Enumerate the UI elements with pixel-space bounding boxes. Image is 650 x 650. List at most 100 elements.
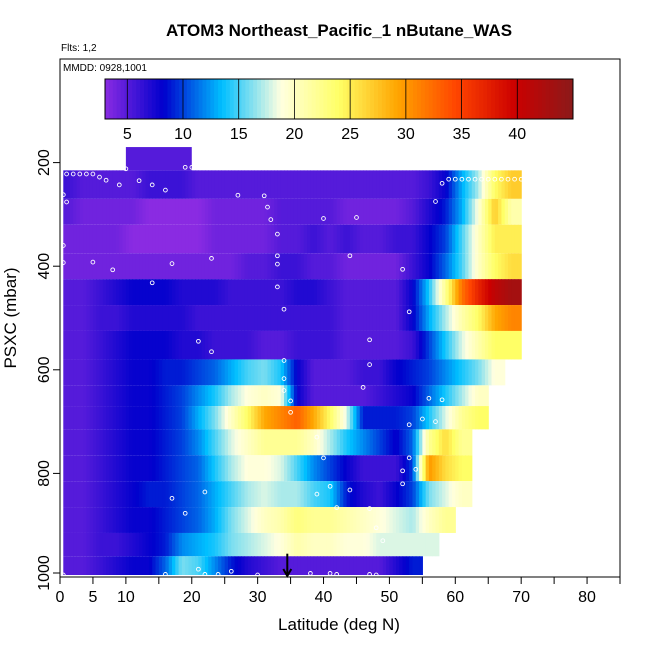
heatmap-cell xyxy=(428,253,433,280)
observation-point xyxy=(413,466,419,472)
heatmap-cell xyxy=(201,253,206,280)
heatmap-cell xyxy=(448,198,453,225)
heatmap-cell xyxy=(455,305,460,331)
heatmap-cell xyxy=(396,406,400,430)
heatmap-cell xyxy=(181,198,186,225)
heatmap-cell xyxy=(109,279,114,306)
heatmap-cell xyxy=(218,253,223,280)
heatmap-cell xyxy=(109,406,114,430)
heatmap-cell xyxy=(251,253,255,280)
heatmap-cell xyxy=(175,455,180,482)
heatmap-cell xyxy=(241,385,246,407)
heatmap-cell xyxy=(165,305,170,331)
heatmap-cell xyxy=(471,385,476,407)
heatmap-cell xyxy=(284,253,288,280)
heatmap-cell xyxy=(438,406,443,430)
heatmap-cell xyxy=(356,406,361,430)
heatmap-cell xyxy=(343,170,348,199)
colorbar-segment xyxy=(374,79,379,119)
colorbar-segment xyxy=(147,79,153,119)
heatmap-cell xyxy=(316,385,321,407)
heatmap-cell xyxy=(277,406,282,430)
heatmap-cell xyxy=(340,532,344,557)
heatmap-cell xyxy=(382,253,387,280)
heatmap-cell xyxy=(228,455,232,482)
heatmap-cell xyxy=(112,429,117,456)
heatmap-cell xyxy=(379,385,384,407)
heatmap-cell xyxy=(415,385,420,407)
heatmap-cell xyxy=(106,170,111,199)
heatmap-cell xyxy=(270,170,275,199)
heatmap-cell xyxy=(468,429,473,456)
heatmap-cell xyxy=(116,253,120,280)
heatmap-cell xyxy=(76,556,81,575)
heatmap-cell xyxy=(448,481,453,508)
heatmap-cell xyxy=(445,198,450,225)
heatmap-cell xyxy=(494,170,499,199)
heatmap-cell xyxy=(419,224,423,254)
heatmap-cell xyxy=(125,556,130,575)
heatmap-cell xyxy=(465,305,470,331)
heatmap-cell xyxy=(267,224,272,254)
observation-point xyxy=(466,176,471,182)
colorbar-segment xyxy=(346,79,352,119)
heatmap-cell xyxy=(191,455,196,482)
heatmap-cell xyxy=(517,198,522,225)
observation-point xyxy=(459,176,465,182)
heatmap-cell xyxy=(280,253,285,280)
heatmap-cell xyxy=(340,406,344,430)
heatmap-cell xyxy=(247,330,252,360)
heatmap-cell xyxy=(465,198,470,225)
heatmap-cell xyxy=(63,198,68,225)
colorbar-segment xyxy=(389,79,395,119)
heatmap-cell xyxy=(251,359,255,386)
heatmap-cell xyxy=(195,385,199,407)
colorbar-segment xyxy=(300,79,305,119)
heatmap-cell xyxy=(316,406,321,430)
heatmap-cell xyxy=(63,279,68,306)
heatmap-cell xyxy=(188,170,193,199)
heatmap-cell xyxy=(481,305,486,331)
heatmap-cell xyxy=(66,359,71,386)
colorbar-segment xyxy=(565,79,570,119)
heatmap-cell xyxy=(484,359,489,386)
heatmap-cell xyxy=(63,359,68,386)
heatmap-cell xyxy=(267,455,272,482)
colorbar-segment xyxy=(339,79,344,119)
heatmap-cell xyxy=(432,305,437,331)
heatmap-cell xyxy=(399,532,404,557)
heatmap-cell xyxy=(122,406,127,430)
heatmap-cell xyxy=(442,385,447,407)
heatmap-cell xyxy=(185,556,190,575)
heatmap-cell xyxy=(241,429,246,456)
heatmap-cell xyxy=(132,406,137,430)
heatmap-cell xyxy=(201,429,206,456)
heatmap-cell xyxy=(336,406,341,430)
heatmap-cell xyxy=(412,330,417,360)
heatmap-cell xyxy=(372,198,377,225)
heatmap-cell xyxy=(175,507,180,533)
heatmap-cell xyxy=(122,532,127,557)
heatmap-cell xyxy=(372,556,377,575)
colorbar-segment xyxy=(167,79,172,119)
heatmap-cell xyxy=(277,170,282,199)
heatmap-cell xyxy=(63,385,68,407)
heatmap-cell xyxy=(405,507,410,533)
heatmap-cell xyxy=(69,170,74,199)
heatmap-cell xyxy=(363,385,367,407)
heatmap-cell xyxy=(139,330,143,360)
heatmap-cell xyxy=(300,279,305,306)
heatmap-cell xyxy=(277,224,282,254)
heatmap-cell xyxy=(168,359,173,386)
heatmap-cell xyxy=(191,330,196,360)
heatmap-cell xyxy=(435,305,440,331)
observation-point xyxy=(281,376,287,381)
heatmap-cell xyxy=(228,253,232,280)
heatmap-cell xyxy=(405,198,410,225)
heatmap-cell xyxy=(438,481,443,508)
heatmap-cell xyxy=(432,359,437,386)
heatmap xyxy=(63,147,522,575)
heatmap-cell xyxy=(290,198,295,225)
heatmap-cell xyxy=(346,385,351,407)
heatmap-cell xyxy=(442,224,447,254)
